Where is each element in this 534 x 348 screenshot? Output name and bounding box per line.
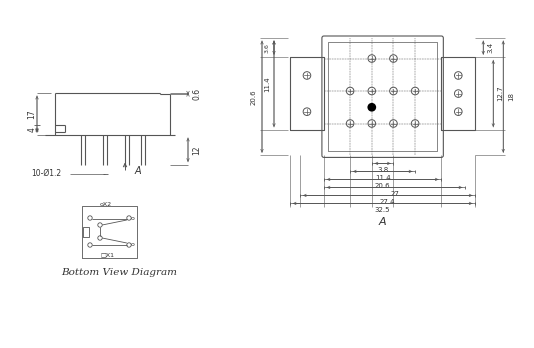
Text: 4: 4 [27,128,36,133]
Text: 12: 12 [192,145,201,155]
Text: □X1: □X1 [100,252,114,257]
Circle shape [367,103,376,112]
Text: 18: 18 [508,92,514,101]
Text: 11.4: 11.4 [375,175,390,181]
Text: oX2: oX2 [100,202,112,207]
Text: 20.6: 20.6 [375,183,390,189]
Text: 11.4: 11.4 [264,76,270,92]
Text: 3.6: 3.6 [265,43,270,53]
Text: 10-Ø1.2: 10-Ø1.2 [31,169,61,178]
Text: 3.8: 3.8 [377,167,388,173]
Text: 3.4: 3.4 [487,42,493,53]
Text: A: A [135,166,142,176]
Text: 0.6: 0.6 [192,88,201,100]
Text: 27: 27 [390,191,399,197]
Text: 17: 17 [27,109,36,119]
Text: 20.6: 20.6 [251,89,257,104]
Text: A: A [379,218,387,228]
Text: Bottom View Diagram: Bottom View Diagram [61,268,177,277]
Text: 12.7: 12.7 [497,86,503,101]
Text: 27.4: 27.4 [380,199,396,205]
Text: o: o [131,243,135,247]
Text: o: o [131,216,135,221]
Text: 32.5: 32.5 [375,207,390,213]
